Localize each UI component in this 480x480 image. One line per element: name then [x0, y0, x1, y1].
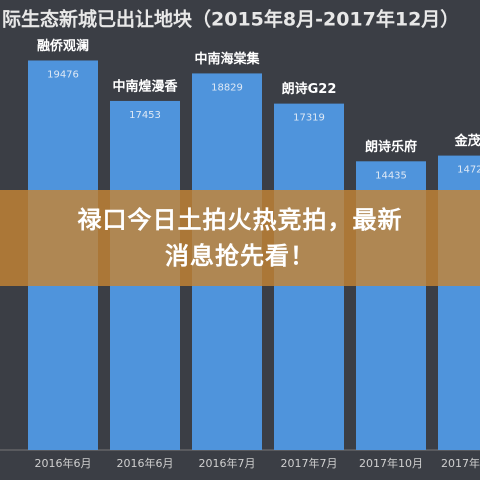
x-tick-label: 2017年12月	[441, 456, 480, 470]
bar-name: 中南煌漫香	[112, 78, 178, 94]
banner: 禄口今日土拍火热竞拍，最新 消息抢先看！	[0, 190, 480, 286]
bar-name: 融侨观澜	[37, 38, 89, 54]
value-label: 17319	[293, 113, 325, 124]
x-tick-label: 2016年6月	[35, 456, 92, 470]
bar-name: 中南海棠集	[194, 51, 260, 67]
x-tick-label: 2016年6月	[117, 456, 174, 470]
x-tick-label: 2017年7月	[281, 456, 338, 470]
banner-line: 禄口今日土拍火热竞拍，最新	[77, 206, 403, 234]
chart-title: 际生态新城已出让地块（2015年8月-2017年12月）	[2, 8, 459, 31]
value-label: 14720	[457, 165, 480, 176]
value-label: 18829	[211, 82, 243, 93]
x-tick-label: 2017年10月	[359, 456, 423, 470]
value-label: 17453	[129, 110, 161, 121]
x-tick-label: 2016年7月	[199, 456, 256, 470]
value-label: 14435	[375, 170, 407, 181]
bar-name: 朗诗G22	[282, 81, 337, 97]
value-label: 19476	[47, 69, 79, 80]
banner-line: 消息抢先看！	[165, 242, 315, 270]
bar-name: 朗诗乐府	[365, 139, 417, 155]
bar-name: 金茂G	[454, 133, 480, 149]
